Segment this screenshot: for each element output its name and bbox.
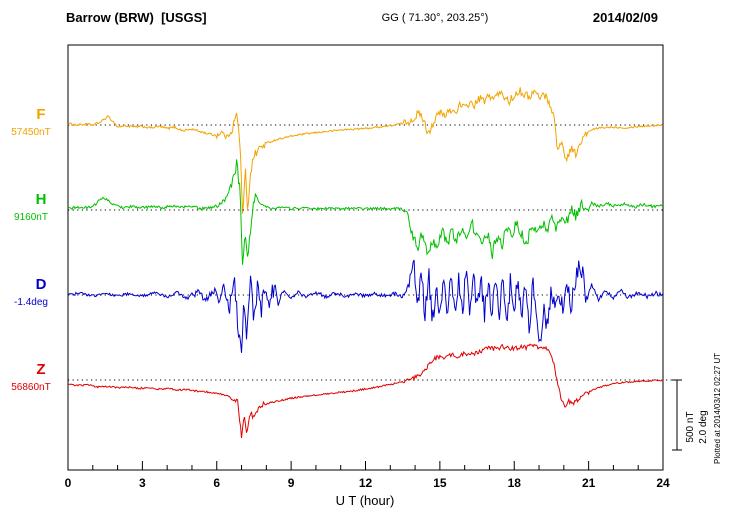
x-tick-label: 15 bbox=[433, 476, 447, 490]
x-tick-label: 21 bbox=[581, 476, 596, 490]
trace-D bbox=[67, 259, 664, 353]
component-label-f: F bbox=[36, 106, 46, 123]
x-axis-label: U T (hour) bbox=[335, 493, 395, 508]
plot-date: 2014/02/09 bbox=[592, 10, 658, 25]
component-baseline-value-h: 9160nT bbox=[14, 212, 48, 223]
x-tick-label: 12 bbox=[358, 476, 373, 490]
component-label-z: Z bbox=[36, 361, 46, 378]
x-tick-label: 9 bbox=[287, 476, 295, 490]
station-title: Barrow (BRW) [USGS] bbox=[66, 10, 207, 25]
plotted-at-text: Plotted at 2014/03/12 02:27 UT bbox=[713, 352, 722, 464]
trace-F bbox=[67, 87, 664, 214]
scale-label-nt: 500 nT bbox=[685, 411, 696, 443]
x-tick-label: 3 bbox=[139, 476, 146, 490]
scale-label-deg: 2.0 deg bbox=[698, 410, 709, 444]
component-label-d: D bbox=[35, 276, 47, 293]
x-tick-label: 24 bbox=[656, 476, 670, 490]
trace-H bbox=[67, 159, 664, 265]
geographic-coords: GG ( 71.30°, 203.25°) bbox=[381, 12, 489, 24]
component-baseline-value-f: 57450nT bbox=[11, 127, 51, 138]
x-tick-label: 18 bbox=[507, 476, 521, 490]
component-label-h: H bbox=[35, 191, 47, 208]
component-baseline-value-d: -1.4deg bbox=[14, 297, 48, 308]
plot-frame bbox=[67, 44, 664, 471]
component-baseline-value-z: 56860nT bbox=[11, 382, 51, 393]
trace-Z bbox=[67, 343, 664, 439]
x-tick-label: 0 bbox=[64, 476, 72, 490]
x-tick-label: 6 bbox=[213, 476, 221, 490]
